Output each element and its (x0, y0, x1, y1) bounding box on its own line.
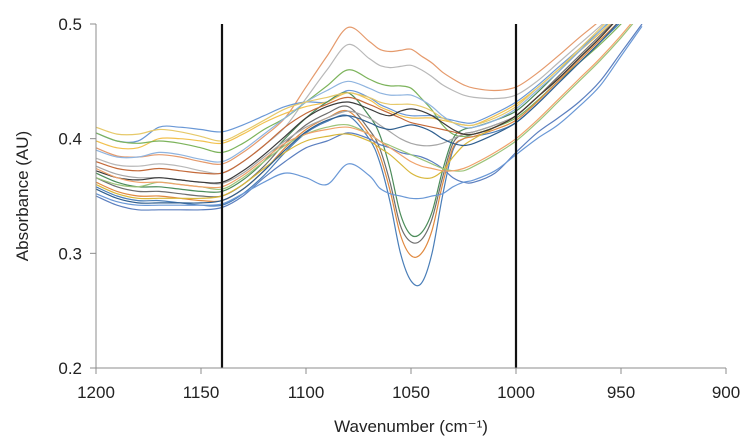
series-line-3 (96, 24, 609, 143)
y-tick-group: 0.2 0.3 0.4 0.5 (58, 15, 96, 378)
y-tick-label: 0.5 (58, 15, 82, 34)
x-tick-group: 1200 1150 1100 1050 1000 950 900 (77, 368, 740, 402)
series-group (96, 24, 643, 287)
x-tick-label: 950 (607, 383, 635, 402)
series-line-12 (96, 25, 643, 207)
x-tick-label: 1200 (77, 383, 115, 402)
series-line-2 (96, 24, 604, 175)
series-line-18 (96, 24, 632, 189)
y-tick-label: 0.2 (58, 359, 82, 378)
series-line-19 (96, 24, 618, 204)
y-axis-title: Absorbance (AU) (13, 131, 32, 261)
series-line-16 (96, 24, 608, 163)
x-tick-label: 900 (712, 383, 740, 402)
series-line-14 (96, 24, 614, 175)
x-tick-label: 1000 (497, 383, 535, 402)
series-line-15 (96, 24, 614, 184)
series-line-8 (96, 24, 613, 244)
x-tick-label: 1050 (392, 383, 430, 402)
series-line-10 (96, 24, 643, 211)
y-tick-label: 0.4 (58, 130, 82, 149)
series-line-1 (96, 24, 597, 165)
series-line-17 (96, 24, 634, 191)
x-axis-title: Wavenumber (cm⁻¹) (334, 417, 488, 436)
series-line-20 (96, 24, 606, 142)
vertical-marker-group (220, 24, 518, 368)
series-line-9 (96, 24, 608, 238)
series-line-5 (96, 24, 622, 154)
series-line-7 (96, 24, 618, 258)
x-tick-label: 1100 (288, 383, 325, 402)
x-tick-label: 1150 (183, 383, 220, 402)
y-tick-label: 0.3 (58, 244, 82, 263)
